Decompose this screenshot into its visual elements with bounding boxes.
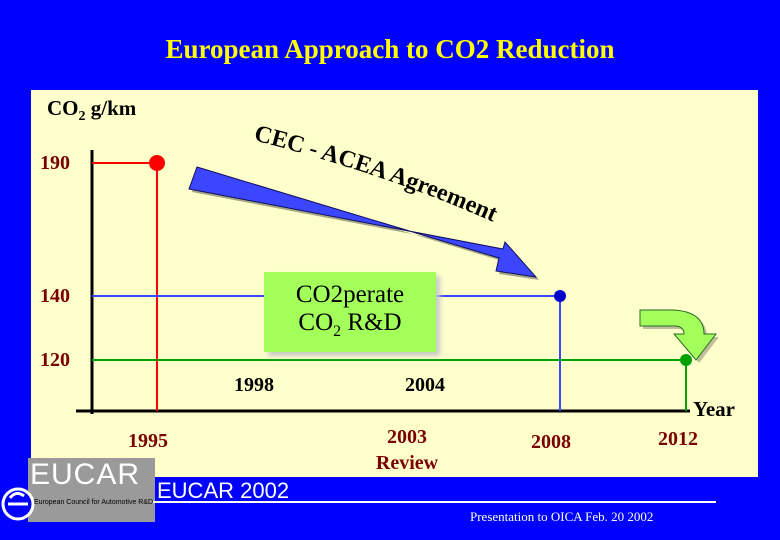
review-year: 2003 xyxy=(387,426,427,448)
marker-2012 xyxy=(680,354,692,366)
marker-2008 xyxy=(554,290,566,302)
review-text: Review xyxy=(375,452,439,474)
agreement-label: CEC - ACEA Agreement xyxy=(252,121,501,228)
x-axis-label: Year xyxy=(693,397,735,421)
agreement-arrow xyxy=(188,166,539,280)
eucar-logo xyxy=(1,458,155,522)
y-label-140: 140 xyxy=(40,285,70,307)
rd-box-line1: CO2perate xyxy=(295,281,405,308)
logo-subtitle: European Council for Automotive R&D xyxy=(34,499,154,506)
footer-text: Presentation to OICA Feb. 20 2002 xyxy=(470,509,654,524)
rd-box: CO2perate CO2 R&D xyxy=(264,272,436,352)
slide-title: European Approach to CO2 Reduction xyxy=(165,34,615,64)
year-label-2012: 2012 xyxy=(658,428,698,450)
marker-1995 xyxy=(149,155,165,171)
year-label-2008: 2008 xyxy=(531,431,571,453)
year-label-1995: 1995 xyxy=(128,430,168,452)
rd-box-line2: CO2 R&D xyxy=(298,309,402,340)
logo-name: EUCAR xyxy=(30,458,141,491)
year-label-2004: 2004 xyxy=(405,374,445,396)
green-curved-arrow xyxy=(639,309,719,363)
y-label-120: 120 xyxy=(40,349,70,371)
review-label: 2003 Review xyxy=(366,424,448,476)
y-unit-label: CO2 g/km xyxy=(47,96,137,125)
y-label-190: 190 xyxy=(40,152,70,174)
logo-year-label: EUCAR 2002 xyxy=(157,478,290,503)
footer-divider xyxy=(153,501,716,503)
year-label-1998: 1998 xyxy=(234,374,274,396)
